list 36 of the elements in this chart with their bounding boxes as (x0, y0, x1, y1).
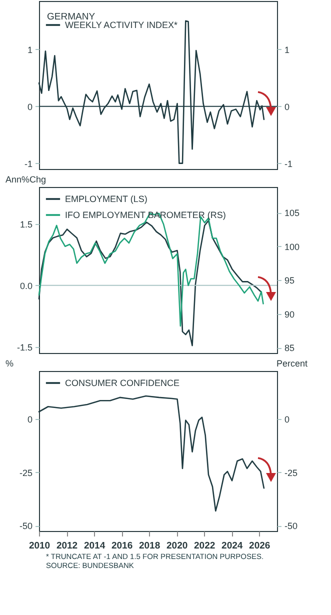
y-tick-label: -1 (24, 158, 32, 169)
x-tick-label: 2026 (249, 540, 270, 552)
x-tick-label: 2022 (194, 540, 216, 552)
y-tick-label: 1.5 (20, 219, 32, 230)
x-tick-label: 2010 (28, 540, 50, 552)
y-tick-label: -1.5 (16, 342, 32, 352)
y-tick-label: 1 (27, 44, 32, 55)
legend-label: CONSUMER CONFIDENCE (65, 378, 180, 388)
y2-tick-label: -1 (284, 158, 293, 169)
x-tick-label: 2018 (138, 540, 160, 552)
y-tick-label: 0.0 (20, 280, 32, 291)
text: GERMANY (47, 12, 96, 22)
y2-tick-label: 90 (284, 309, 295, 320)
y2-tick-label: 0 (284, 414, 290, 424)
y2-tick-label: -50 (284, 521, 298, 532)
y2-tick-label: 95 (284, 276, 295, 286)
legend-label: WEEKLY ACTIVITY INDEX* (65, 20, 178, 30)
x-tick-label: 2012 (56, 540, 78, 552)
y2-tick-label: -25 (284, 468, 298, 478)
x-tick-label: 2014 (84, 540, 106, 552)
y2-axis-title: Percent (276, 358, 308, 368)
y-axis-title: % (6, 358, 14, 368)
y2-tick-label: 100 (284, 242, 300, 252)
y-tick-label: 0 (27, 414, 32, 424)
y-tick-label: -50 (19, 521, 32, 532)
legend-label: EMPLOYMENT (LS) (65, 194, 148, 204)
x-tick-label: 2024 (222, 540, 244, 552)
y2-tick-label: 85 (284, 343, 295, 354)
y2-tick-label: 0 (284, 102, 290, 112)
y2-tick-label: 105 (284, 208, 300, 218)
y-tick-label: 0 (27, 102, 32, 112)
y-axis-title: Ann%Chg (6, 174, 46, 184)
x-tick-label: 2020 (166, 540, 188, 552)
y-tick-label: -25 (19, 468, 32, 478)
x-tick-label: 2016 (111, 540, 133, 552)
y2-tick-label: 1 (284, 44, 290, 55)
